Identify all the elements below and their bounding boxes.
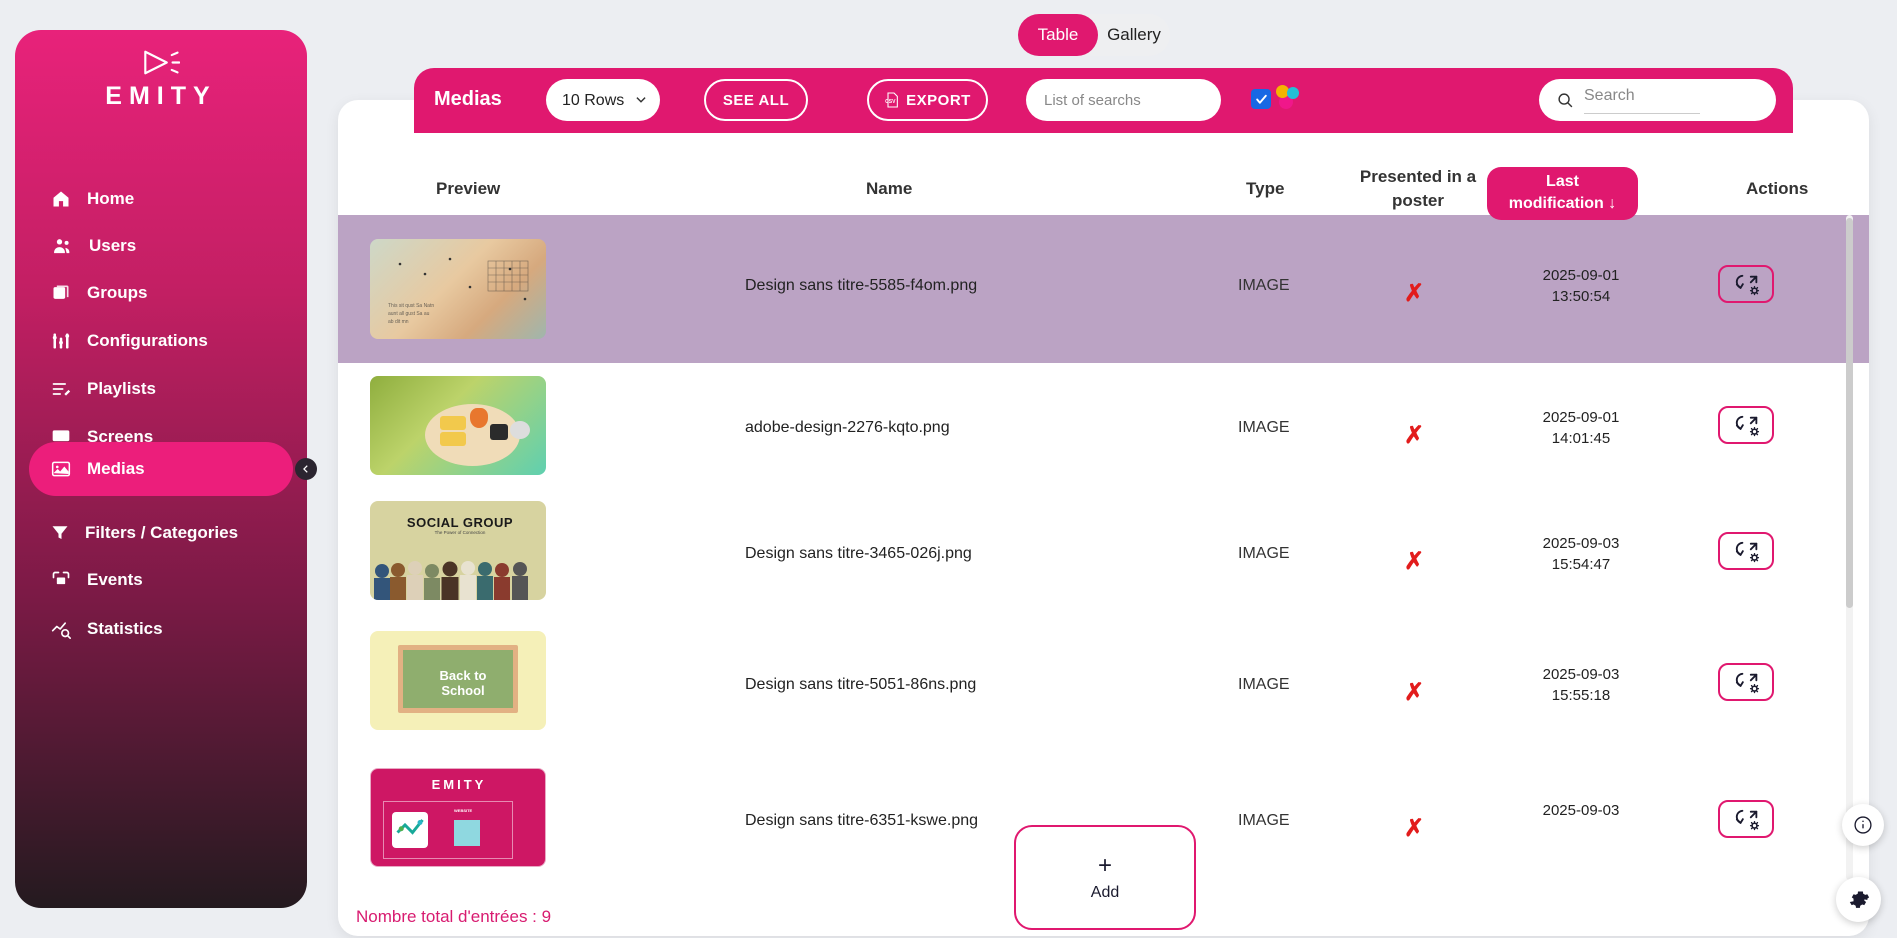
svg-text:aunt all gust Sa au: aunt all gust Sa au (388, 311, 430, 317)
svg-text:ab dit mn: ab dit mn (388, 319, 409, 325)
svg-text:This sit qust Sa Natn: This sit qust Sa Natn (388, 303, 434, 309)
